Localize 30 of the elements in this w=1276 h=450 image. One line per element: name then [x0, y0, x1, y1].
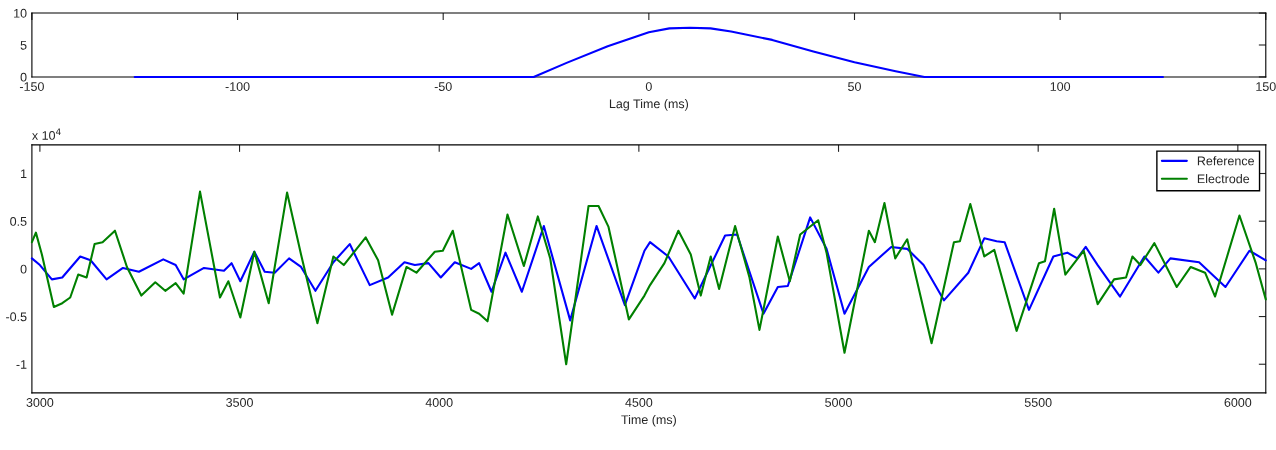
x-tick-label: -50 [434, 82, 452, 91]
x-tick-label: 50 [848, 82, 861, 91]
y-tick-label: 0.5 [10, 216, 27, 226]
x-axis-title: Lag Time (ms) [609, 99, 689, 111]
x-axis-title: Time (ms) [621, 414, 676, 427]
y-tick-label: 5 [20, 40, 27, 50]
line-series [30, 190, 1267, 366]
y-tick-label: 1 [21, 169, 27, 179]
x-tick-label: 0 [645, 82, 652, 91]
x-tick-label: 3500 [226, 398, 253, 407]
y-tick-label: 10 [14, 8, 27, 18]
legend-label: Reference [1197, 156, 1254, 166]
x-tick-label: 100 [1050, 82, 1071, 91]
x-tick-label: 4000 [425, 398, 453, 407]
x-tick-label: 150 [1256, 82, 1276, 91]
x-tick-label: -100 [225, 82, 250, 91]
y-tick-label: 0 [20, 264, 27, 274]
x-tick-label: 4500 [625, 398, 653, 407]
line-series [133, 26, 1165, 78]
x-tick-label: -150 [19, 82, 44, 91]
text: x 10$^{4}$ [32, 128, 61, 140]
y-tick-label: -0.5 [6, 312, 27, 322]
line-series [30, 216, 1267, 322]
y-tick-label: 0 [20, 72, 27, 82]
y-tick-label: -1 [16, 360, 27, 369]
x-tick-label: 6000 [1224, 398, 1252, 407]
legend-label: Electrode [1197, 174, 1250, 184]
x-tick-label: 3000 [26, 398, 54, 407]
x-tick-label: 5500 [1024, 398, 1052, 407]
x-tick-label: 5000 [825, 398, 852, 407]
